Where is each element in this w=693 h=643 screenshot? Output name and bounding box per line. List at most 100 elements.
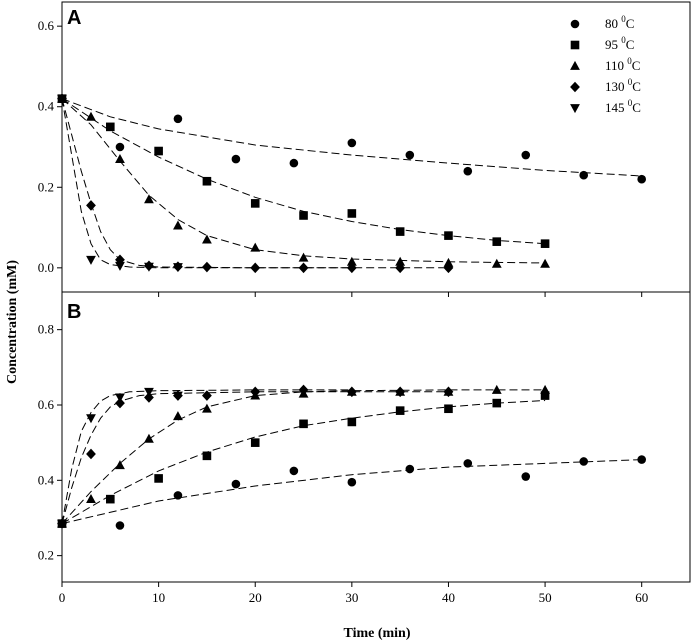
data-point-square <box>395 406 405 415</box>
data-point-triangle-down <box>115 393 125 403</box>
data-point-circle <box>173 491 183 500</box>
legend-label: 145 0C <box>605 98 641 115</box>
data-point-circle <box>347 138 357 148</box>
data-point-triangle-up <box>115 460 125 470</box>
data-point-triangle-down <box>57 94 67 104</box>
data-point-diamond <box>298 262 309 274</box>
data-point-triangle-up <box>298 252 309 262</box>
data-point-square <box>106 494 115 504</box>
plot-frame <box>61 291 691 583</box>
data-point-square <box>492 398 502 408</box>
data-point-circle <box>579 457 589 466</box>
data-point-square <box>202 176 212 186</box>
data-point-circle <box>463 166 473 176</box>
data-point-circle <box>289 466 299 476</box>
data-point-circle <box>405 464 415 474</box>
data-point-diamond <box>115 254 125 266</box>
data-point-diamond <box>443 386 454 398</box>
fit-line-triangle-down <box>61 389 352 524</box>
legend-marker-square <box>570 40 580 50</box>
data-point-diamond <box>202 261 212 273</box>
data-point-square <box>106 122 115 132</box>
fit-line-circle <box>61 98 642 177</box>
panel-b-letter: B <box>67 301 81 323</box>
fit-line-diamond <box>61 98 449 269</box>
data-point-diamond <box>202 390 212 401</box>
data-point-triangle-up <box>144 433 154 443</box>
data-point-square <box>540 239 550 248</box>
legend: 80 0C 95 0C 110 0C 130 0C 145 0C <box>570 14 641 115</box>
data-point-triangle-up <box>144 194 154 204</box>
data-point-square <box>202 451 212 461</box>
data-point-square <box>250 199 260 208</box>
data-point-circle <box>521 150 531 160</box>
data-point-triangle-up <box>173 220 183 230</box>
data-point-triangle-up <box>443 257 454 267</box>
legend-label: 110 0C <box>605 56 640 73</box>
fit-line-triangle-up <box>61 389 546 524</box>
data-point-triangle-up <box>86 111 96 121</box>
panel-b: 0.2 0.4 0.6 0.8 0 10 20 30 40 50 60 <box>38 291 691 605</box>
data-point-circle <box>521 472 531 481</box>
data-point-triangle-up <box>491 384 502 394</box>
data-point-triangle-down <box>144 387 154 397</box>
data-point-circle <box>115 521 125 530</box>
data-point-square <box>395 227 405 236</box>
data-point-circle <box>405 150 415 160</box>
data-point-diamond <box>443 262 454 274</box>
data-point-triangle-up <box>173 411 183 421</box>
data-point-square <box>347 209 357 218</box>
y-axis-title: Concentration (mM) <box>5 260 20 384</box>
fit-line-triangle-down <box>61 98 352 269</box>
data-point-square <box>347 417 357 427</box>
y-tick-label: 0.2 <box>38 179 54 194</box>
data-point-circle <box>231 479 241 489</box>
y-tick-label: 0.4 <box>38 99 55 114</box>
data-point-square <box>154 474 163 483</box>
y-tick-label: 0.6 <box>38 397 55 412</box>
panel-a-letter: A <box>67 7 81 29</box>
data-point-triangle-down <box>57 519 67 529</box>
legend-label: 95 0C <box>605 35 634 52</box>
data-point-triangle-up <box>346 256 357 266</box>
x-axis-title: Time (min) <box>343 626 410 641</box>
data-point-triangle-up <box>86 494 96 504</box>
data-point-triangle-up <box>250 242 261 252</box>
data-point-diamond <box>250 386 261 398</box>
fit-line-circle <box>61 459 642 525</box>
data-point-circle <box>347 477 357 487</box>
data-point-circle <box>115 142 125 152</box>
data-point-triangle-down <box>86 414 96 424</box>
data-point-triangle-up <box>540 384 550 394</box>
fit-line-square <box>61 98 546 245</box>
y-tick-label: 0.4 <box>38 472 55 487</box>
x-tick-label: 60 <box>635 590 648 605</box>
data-point-diamond <box>346 262 357 274</box>
data-point-triangle-down <box>173 391 183 401</box>
x-tick-label: 40 <box>442 590 455 605</box>
data-point-diamond <box>86 200 96 211</box>
y-tick-label: 0.6 <box>38 18 55 33</box>
data-point-diamond <box>346 386 357 398</box>
legend-marker-circle <box>570 19 580 29</box>
data-point-triangle-down <box>173 263 183 273</box>
data-point-triangle-up <box>491 258 502 268</box>
x-tick-label: 50 <box>539 590 552 605</box>
data-point-circle <box>637 174 646 184</box>
data-point-circle <box>289 158 299 168</box>
fit-line-diamond <box>61 391 449 524</box>
data-point-circle <box>579 170 589 180</box>
x-tick-label: 20 <box>249 590 262 605</box>
data-point-triangle-down <box>144 262 154 272</box>
data-point-diamond <box>144 392 154 403</box>
data-point-diamond <box>298 384 309 396</box>
legend-marker-triangle-up <box>570 60 580 70</box>
data-point-square <box>444 404 453 414</box>
data-point-triangle-up <box>540 258 550 268</box>
legend-marker-diamond <box>570 81 580 93</box>
data-point-diamond <box>115 397 125 409</box>
data-point-square <box>444 231 453 240</box>
data-point-square <box>299 419 308 429</box>
legend-label: 80 0C <box>605 14 634 31</box>
